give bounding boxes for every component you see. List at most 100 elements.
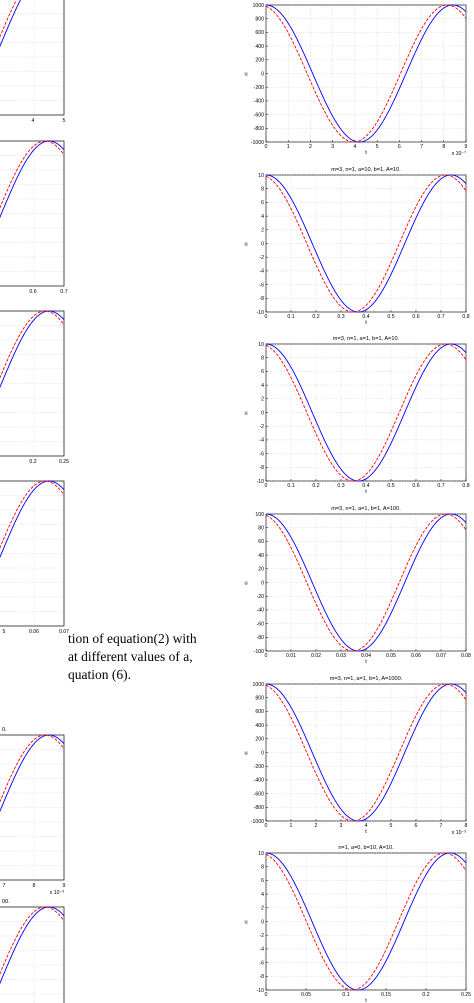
y-axis-label: u [244,751,247,757]
x-tick-label: 3 [331,144,334,150]
y-tick-label: 40 [258,553,264,559]
y-tick-label: -600 [254,112,264,118]
y-tick-label: 0 [261,919,264,925]
y-tick-label: -4 [259,438,264,444]
caption-fragment: tion of equation(2) with at different va… [68,631,197,682]
plot-area [0,734,65,881]
y-tick-label: 200 [255,58,264,64]
y-tick-label: -10 [257,479,265,485]
left-column-partial-figures: 4 50.6 0.70.2 0.255 0.06 0.070.7 8 9x 10⁻³00. [0,0,69,1003]
x-tick-label: 0.6 [29,289,36,295]
x-tick-label: 0.06 [29,629,39,635]
x-tick-label: 5 [390,823,393,829]
chart-title-fragment: 00. [2,899,10,905]
y-tick-label: 600 [255,30,264,36]
x-tick-label: 0.03 [336,653,346,659]
y-tick-label: 400 [255,723,264,729]
series-line-solid [265,343,467,482]
x-tick-label: 5 [376,144,379,150]
y-tick-label: 0 [261,71,264,77]
series-line-solid [0,734,65,813]
y-tick-label: -10 [257,310,265,316]
series-line-solid [265,174,467,313]
x-tick-label: 0.4 [362,314,369,320]
x-tick-label: 0.2 [29,459,36,465]
x-axis-label: t [365,998,367,1003]
y-axis-label: u [244,581,247,587]
x-tick-label: 0.02 [311,653,321,659]
chart-6: n=1, a=0, b=10, A=10. 0 0.05 0.1 0.15 0.2 0.25… [244,845,471,1003]
chart-title-fragment: 0. [2,727,7,733]
x-tick-label: 0.4 [362,483,369,489]
y-tick-label: 2 [261,906,264,912]
y-tick-label: 10 [258,851,264,857]
left-partial-chart-6: 00. [0,899,65,1003]
y-tick-label: -100 [254,649,264,655]
x-tick-label: 4 [32,118,35,124]
chart-5: m=3, n=1, a=1, b=1, A=1000. 0 1 2 3 4 5 6 7 8 -100… [244,676,467,836]
x-tick-label: 0.3 [337,314,344,320]
x-axis-label: t [365,150,367,156]
series-line-solid [0,0,21,48]
x-tick-label: 3 [340,823,343,829]
series-line-dashed [0,734,65,803]
y-axis-label: u [244,920,247,926]
y-tick-label: 400 [255,44,264,50]
x-tick-label: 2 [315,823,318,829]
y-tick-label: 0 [261,580,264,586]
y-tick-label: -1000 [251,140,264,146]
caption-line-3: quation (6). [68,667,131,682]
y-tick-label: -4 [259,947,264,953]
series-line-dashed [265,513,467,652]
x-tick-label: 0.3 [337,483,344,489]
x-tick-label: 8 [465,823,468,829]
x-tick-label: 0.08 [461,653,471,659]
series-line-solid [265,4,467,143]
left-partial-chart-2: 0.6 0.7 [0,140,68,295]
x-tick-label: 0.2 [422,992,429,998]
y-tick-label: -8 [259,296,264,302]
series-line-solid [265,513,467,652]
x-tick-label: 0 [265,653,268,659]
left-partial-chart-3: 0.2 0.25 [0,310,69,465]
y-tick-label: -400 [254,778,264,784]
y-tick-label: 1000 [252,682,264,688]
x-tick-label: 0.1 [287,314,294,320]
x-tick-label: 0.7 [60,289,67,295]
x-tick-label: 1 [290,823,293,829]
plot-area [0,140,65,287]
y-tick-label: 0 [261,241,264,247]
x-tick-label: 0.01 [286,653,296,659]
y-tick-label: 4 [261,214,264,220]
y-tick-label: -6 [259,282,264,288]
x-axis-multiplier: x 10⁻³ [50,890,65,896]
series-line-solid [265,683,467,822]
x-tick-label: 0.06 [411,653,421,659]
x-tick-label: 7 [3,883,6,889]
x-axis-label: t [365,320,367,326]
series-line-solid [0,310,65,389]
x-axis-multiplier: x 10⁻³ [452,830,467,836]
x-axis-multiplier: x 10⁻⁷ [452,151,467,157]
x-tick-label: 0.25 [59,459,69,465]
y-tick-label: -800 [254,126,264,132]
x-tick-label: 0.07 [436,653,446,659]
series-line-dashed [0,480,65,549]
series-line-dashed [265,852,467,991]
x-tick-label: 0.05 [301,992,311,998]
y-tick-label: 8 [261,356,264,362]
x-tick-label: 0.2 [312,483,319,489]
x-tick-label: 0.04 [361,653,371,659]
y-axis-label: u [244,242,247,248]
x-tick-label: 0.25 [461,992,471,998]
y-tick-label: -200 [254,764,264,770]
x-tick-label: 0.1 [342,992,349,998]
y-tick-label: 20 [258,567,264,573]
series-line-dashed [265,174,467,313]
x-tick-label: 2 [309,144,312,150]
x-tick-label: 9 [63,883,66,889]
chart-1: 0 1 2 3 4 5 6 7 8 9 -1000 -800 -600 -400 -200 0 200 400 60… [244,3,467,157]
x-tick-label: 0.1 [287,483,294,489]
y-tick-label: -6 [259,451,264,457]
